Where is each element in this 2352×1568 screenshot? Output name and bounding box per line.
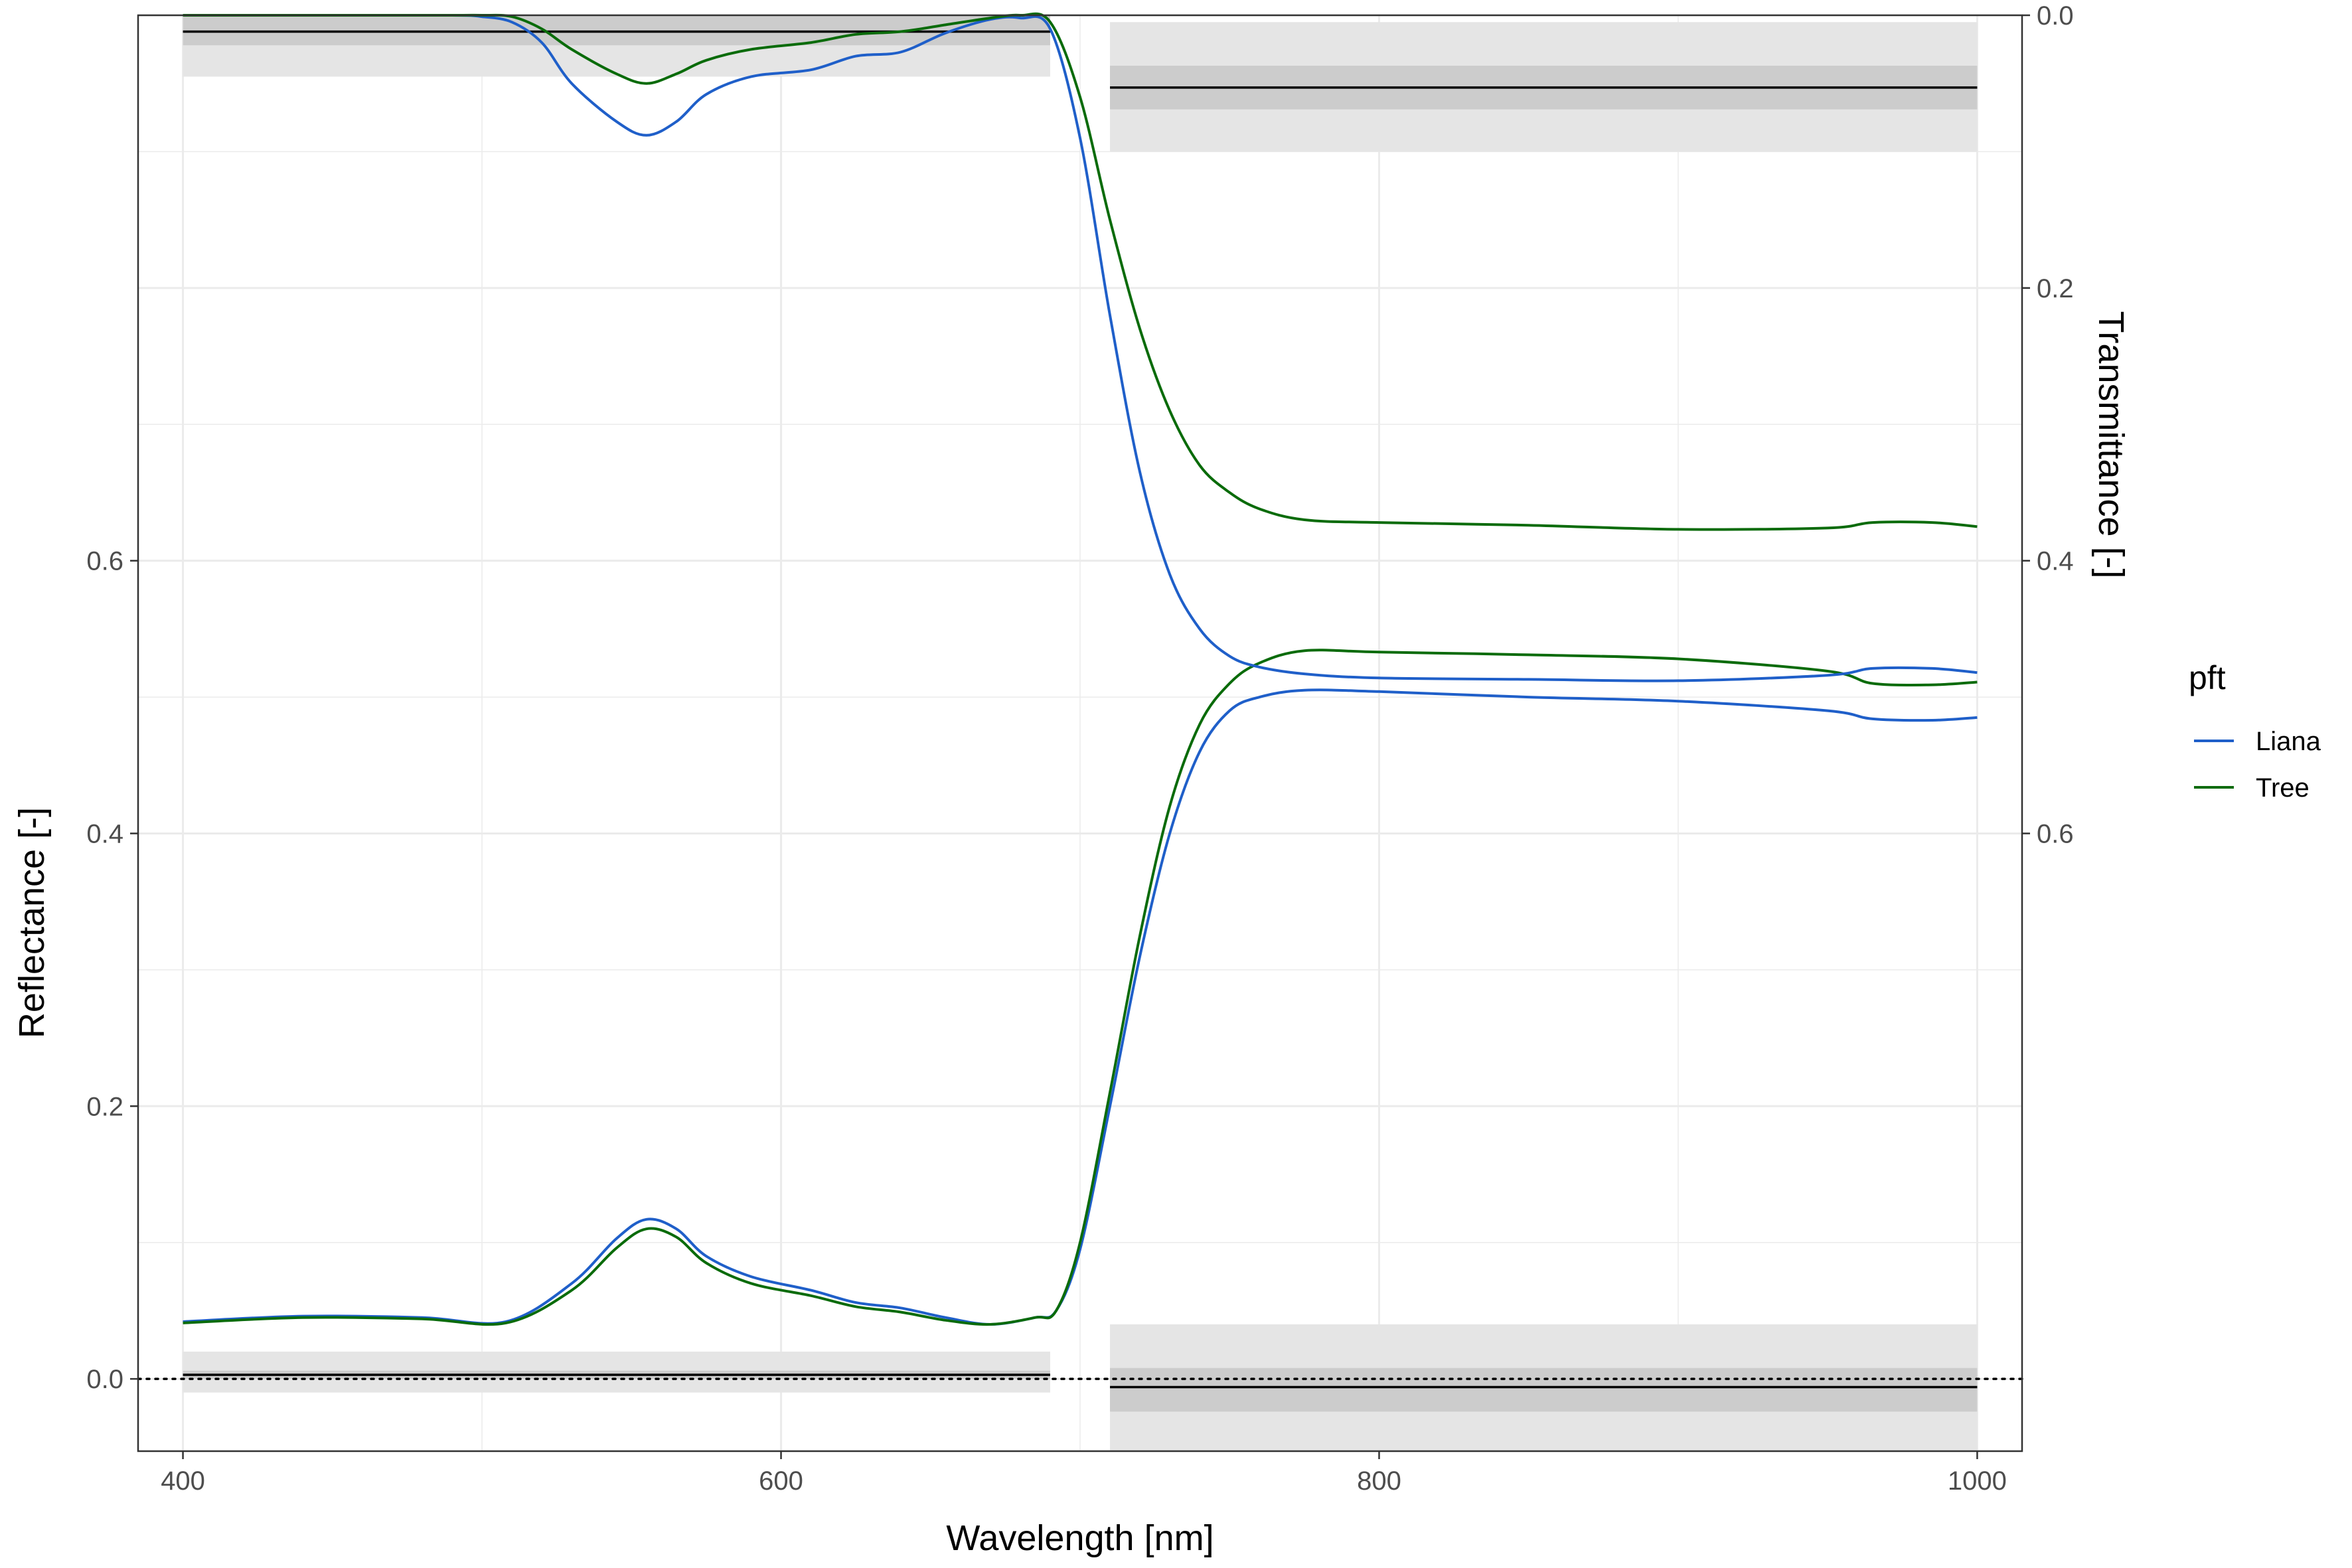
series-tree-reflectance <box>183 649 1978 1326</box>
series-tree-transmittance <box>183 12 1978 531</box>
x-axis-title: Wavelength [nm] <box>946 1518 1214 1558</box>
spectral-series <box>183 12 1978 1326</box>
secondary-y-axis-ticks: 0.0 0.2 0.4 0.6 <box>2022 1 2074 848</box>
x-tick-label: 800 <box>1357 1466 1401 1496</box>
y-tick-label: 0.6 <box>86 547 123 576</box>
y2-tick-label: 0.4 <box>2037 547 2074 576</box>
legend-title: pft <box>2189 659 2226 696</box>
series-liana-reflectance <box>183 688 1978 1326</box>
y-tick-label: 0.4 <box>86 819 123 848</box>
legend: pft Liana Tree <box>2189 659 2321 803</box>
y2-tick-label: 0.6 <box>2037 819 2074 848</box>
x-tick-label: 600 <box>759 1466 803 1496</box>
y2-tick-label: 0.0 <box>2037 1 2074 31</box>
x-tick-label: 1000 <box>1948 1466 2007 1496</box>
plot-border <box>137 14 2023 1452</box>
summary-bands <box>183 15 1978 1451</box>
y2-tick-label: 0.2 <box>2037 274 2074 303</box>
x-tick-label: 400 <box>161 1466 205 1496</box>
secondary-y-axis-title: Transmittance [-] <box>2091 311 2131 578</box>
y-axis-ticks: 0.0 0.2 0.4 0.6 <box>86 547 138 1394</box>
series-liana-transmittance <box>183 13 1978 682</box>
legend-label-tree: Tree <box>2256 773 2310 803</box>
y-axis-title: Reflectance [-] <box>12 807 52 1038</box>
y-tick-label: 0.2 <box>86 1092 123 1121</box>
y-tick-label: 0.0 <box>86 1365 123 1394</box>
x-axis-ticks: 400 600 800 1000 <box>161 1451 2007 1496</box>
legend-label-liana: Liana <box>2256 727 2321 756</box>
band-inner <box>1110 1368 1978 1412</box>
